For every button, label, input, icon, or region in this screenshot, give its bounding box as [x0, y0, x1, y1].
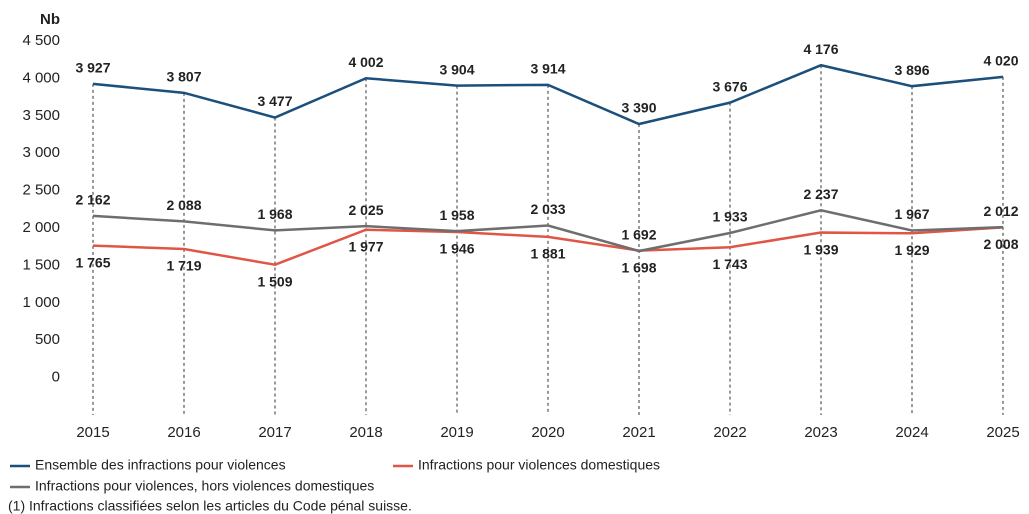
value-label: 1 977: [348, 238, 383, 254]
value-label: 1 509: [257, 273, 292, 289]
value-label: 1 946: [439, 241, 474, 257]
legend-label: Infractions pour violences domestiques: [418, 457, 660, 473]
y-tick-label: 4 500: [22, 32, 60, 49]
value-label: 3 807: [166, 69, 201, 85]
x-tick-label: 2016: [167, 424, 200, 441]
value-label: 2 012: [983, 203, 1018, 219]
value-label: 2 025: [348, 202, 383, 218]
value-label: 1 933: [712, 209, 747, 225]
x-tick-label: 2023: [804, 424, 837, 441]
legend-label: Infractions pour violences, hors violenc…: [35, 478, 374, 494]
value-label: 3 477: [257, 93, 292, 109]
x-tick-label: 2021: [622, 424, 655, 441]
value-label: 3 927: [75, 60, 110, 76]
series-line: [92, 226, 1004, 267]
series-line: [92, 208, 1004, 253]
x-tick-label: 2025: [986, 424, 1019, 441]
y-tick-label: 3 500: [22, 107, 60, 124]
value-label: 1 765: [75, 254, 110, 270]
x-tick-label: 2017: [258, 424, 291, 441]
value-label: 2 033: [530, 201, 565, 217]
value-label: 4 176: [803, 41, 838, 57]
x-tick-label: 2024: [895, 424, 928, 441]
y-tick-label: 4 000: [22, 69, 60, 86]
value-label: 1 929: [894, 242, 929, 258]
series-line: [92, 63, 1004, 126]
value-label: 3 904: [439, 61, 474, 77]
value-label: 1 958: [439, 207, 474, 223]
value-label: 2 088: [166, 197, 201, 213]
value-label: 1 939: [803, 241, 838, 257]
value-label: 1 692: [621, 227, 656, 243]
value-label: 4 020: [983, 53, 1018, 69]
value-label: 2 237: [803, 186, 838, 202]
y-axis-label: Nb: [40, 11, 60, 28]
value-label: 1 968: [257, 206, 292, 222]
x-tick-label: 2019: [440, 424, 473, 441]
x-tick-label: 2015: [76, 424, 109, 441]
value-label: 1 967: [894, 206, 929, 222]
value-label: 3 390: [621, 100, 656, 116]
y-tick-label: 1 500: [22, 256, 60, 273]
y-tick-label: 2 000: [22, 219, 60, 236]
x-tick-label: 2020: [531, 424, 564, 441]
y-tick-label: 500: [35, 331, 60, 348]
y-tick-label: 1 000: [22, 294, 60, 311]
value-label: 3 896: [894, 62, 929, 78]
note: (1) Infractions classifiées selon les ar…: [8, 498, 412, 514]
value-label: 1 698: [621, 259, 656, 275]
value-label: 4 002: [348, 54, 383, 70]
value-label: 2 162: [75, 192, 110, 208]
value-label: 3 914: [530, 61, 565, 77]
value-label: 1 743: [712, 256, 747, 272]
value-label: 3 676: [712, 78, 747, 94]
value-label: 2 008: [983, 236, 1018, 252]
value-label: 1 719: [166, 258, 201, 274]
value-label: 1 881: [530, 246, 565, 262]
y-tick-label: 2 500: [22, 182, 60, 199]
y-tick-label: 0: [52, 369, 60, 386]
x-tick-label: 2018: [349, 424, 382, 441]
y-tick-label: 3 000: [22, 144, 60, 161]
x-tick-label: 2022: [713, 424, 746, 441]
legend-label: Ensemble des infractions pour violences: [35, 457, 286, 473]
